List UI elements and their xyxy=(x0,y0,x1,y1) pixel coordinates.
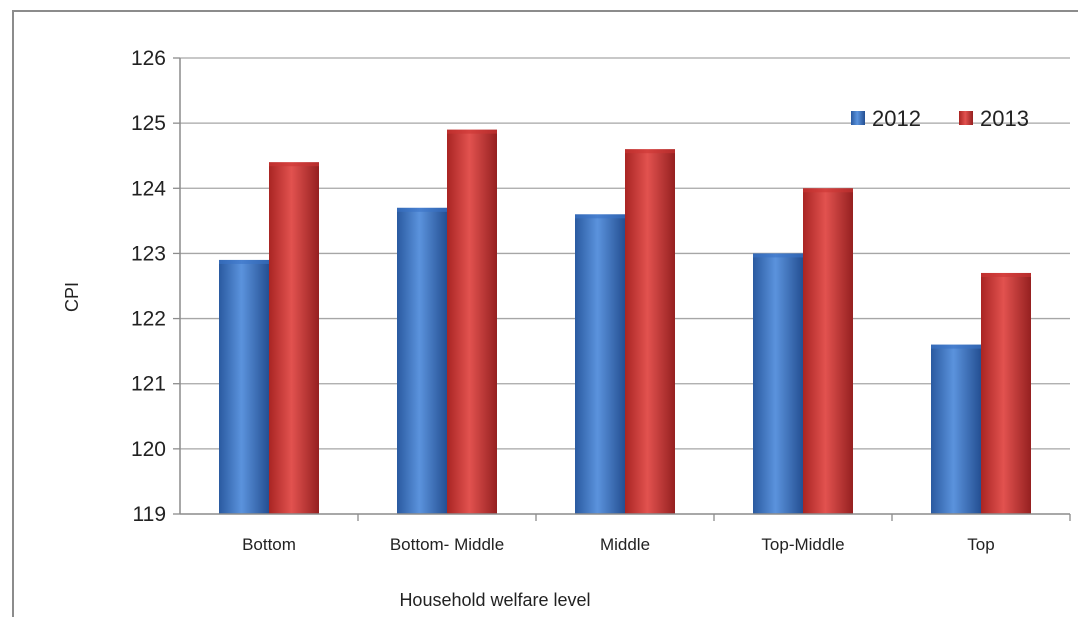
bar-cap xyxy=(269,162,319,167)
bar-2012-2 xyxy=(575,214,625,515)
bar-2013-0 xyxy=(269,162,319,514)
bar-2012-4 xyxy=(931,344,981,514)
y-tick-label: 123 xyxy=(131,242,166,265)
bar-2013-4 xyxy=(981,272,1031,514)
bar-cap xyxy=(803,188,853,193)
bar-cap xyxy=(625,149,675,154)
legend-label-2013: 2013 xyxy=(980,106,1029,131)
x-tick-label: Bottom xyxy=(242,535,296,554)
bars xyxy=(219,129,1031,515)
legend-swatch-2013 xyxy=(959,111,973,125)
x-tick-label: Middle xyxy=(600,535,650,554)
bar-cap xyxy=(397,207,447,212)
y-tick-label: 126 xyxy=(131,47,166,70)
y-axis-ticks: 119 120 121 122 123 124 125 126 xyxy=(131,47,180,526)
y-tick-label: 120 xyxy=(131,438,166,461)
x-axis-ticks: Bottom Bottom- Middle Middle Top-Middle Top xyxy=(242,514,1071,554)
x-tick-label: Top-Middle xyxy=(761,535,844,554)
bar-cap xyxy=(447,129,497,134)
bar-2012-0 xyxy=(219,259,269,514)
bar-cap xyxy=(753,253,803,258)
x-axis-title: Household welfare level xyxy=(399,590,590,610)
bar-cap xyxy=(931,344,981,349)
y-axis-title: CPI xyxy=(62,282,82,312)
x-tick-label: Top xyxy=(967,535,994,554)
legend: 2012 2013 xyxy=(851,106,1029,131)
y-tick-label: 124 xyxy=(131,177,166,200)
y-tick-label: 125 xyxy=(131,112,166,135)
bar-2013-2 xyxy=(625,149,675,514)
bar-2013-3 xyxy=(803,188,853,515)
y-tick-label: 122 xyxy=(131,308,166,331)
bar-cap xyxy=(219,259,269,264)
legend-label-2012: 2012 xyxy=(872,106,921,131)
bar-2012-3 xyxy=(753,253,803,514)
axes xyxy=(179,58,1070,515)
chart-frame xyxy=(12,10,1078,617)
y-tick-label: 119 xyxy=(133,503,166,526)
bar-2012-1 xyxy=(397,207,447,515)
bar-cap xyxy=(575,214,625,219)
x-tick-label: Bottom- Middle xyxy=(390,535,504,554)
y-tick-label: 121 xyxy=(131,373,166,396)
legend-swatch-2012 xyxy=(851,111,865,125)
bar-cap xyxy=(981,272,1031,277)
bar-2013-1 xyxy=(447,129,497,514)
